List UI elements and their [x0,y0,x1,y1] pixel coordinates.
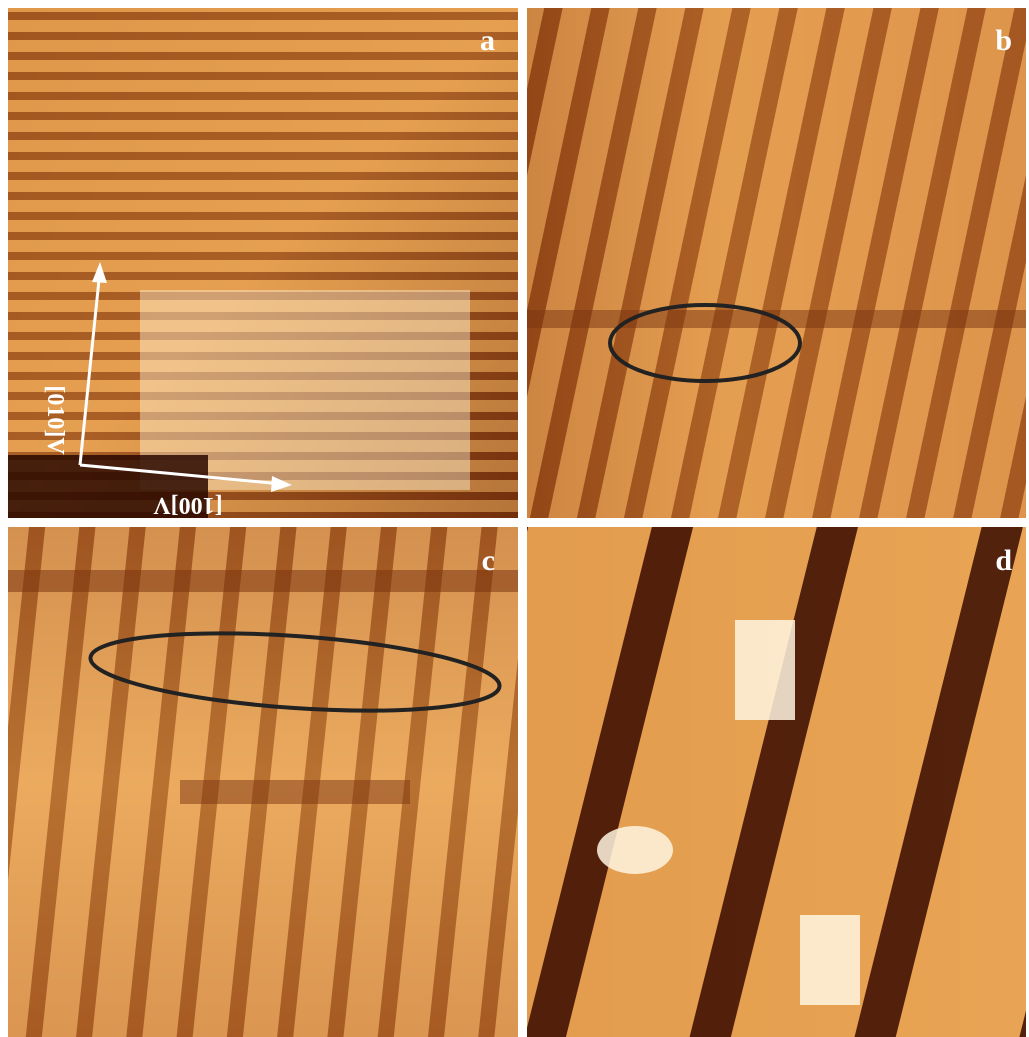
panel-label: d [995,544,1012,577]
panel-label: a [480,24,495,57]
axis-label: [010]V [42,385,68,455]
axis-label: [100]V [153,492,223,518]
panel-d: d [527,527,1026,1037]
panel-c: c [8,527,518,1037]
panel-a: a [010]V [100]V [8,8,518,518]
panel-label: b [995,24,1012,57]
panel-b: b [527,8,1026,518]
panel-label: c [482,544,495,577]
